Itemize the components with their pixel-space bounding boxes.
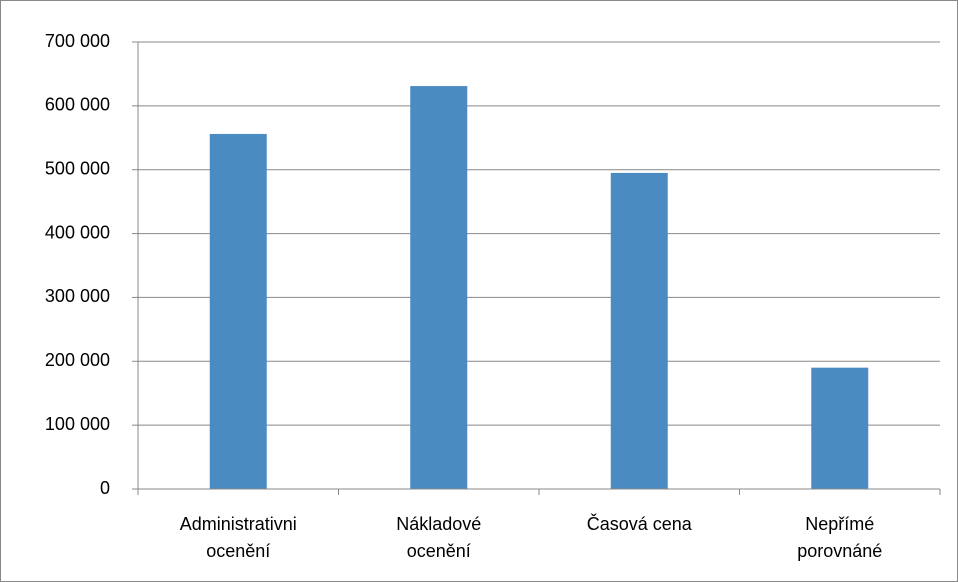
x-tick-label: Nepřímé porovnáné: [797, 514, 883, 561]
y-tick-label: 300 000: [45, 286, 110, 306]
bar: [610, 172, 668, 489]
x-tick-label: Nákladové ocenění: [396, 514, 482, 561]
y-tick-label: 700 000: [45, 31, 110, 51]
y-tick-label: 200 000: [45, 350, 110, 370]
bar: [410, 86, 468, 489]
y-tick-label: 500 000: [45, 158, 110, 178]
y-tick-label: 400 000: [45, 222, 110, 242]
x-tick-label: Administrativni ocenění: [179, 514, 297, 561]
y-tick-label: 100 000: [45, 414, 110, 434]
bar: [811, 367, 869, 489]
y-tick-label: 0: [100, 478, 110, 498]
x-tick-label: Časová cena: [586, 514, 692, 534]
bar: [209, 133, 267, 489]
y-tick-label: 600 000: [45, 95, 110, 115]
